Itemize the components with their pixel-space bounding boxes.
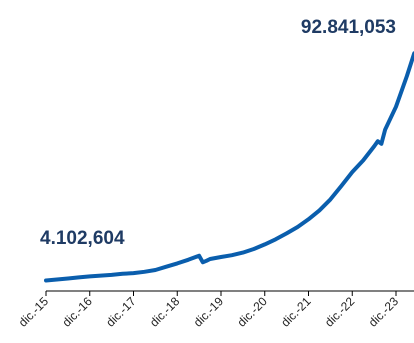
x-axis-ticks — [45, 291, 397, 296]
end-value-label: 92.841,053 — [301, 17, 396, 38]
x-tick-label-3: dic.-18 — [147, 294, 183, 330]
x-tick-label-0: dic.-15 — [16, 294, 52, 330]
start-value-label: 4.102,604 — [40, 228, 125, 249]
x-tick-label-4: dic.-19 — [191, 294, 227, 330]
x-axis-tick-labels: dic.-15 dic.-16 dic.-17 dic.-18 dic.-19 dic.-… — [16, 294, 402, 330]
x-tick-label-1: dic.-16 — [59, 294, 95, 330]
x-tick-label-2: dic.-17 — [103, 294, 139, 330]
x-tick-label-8: dic.-23 — [366, 294, 402, 330]
x-tick-label-7: dic.-22 — [322, 294, 358, 330]
x-tick-label-5: dic.-20 — [234, 294, 270, 330]
x-tick-label-6: dic.-21 — [278, 294, 314, 330]
series-line — [44, 51, 414, 283]
